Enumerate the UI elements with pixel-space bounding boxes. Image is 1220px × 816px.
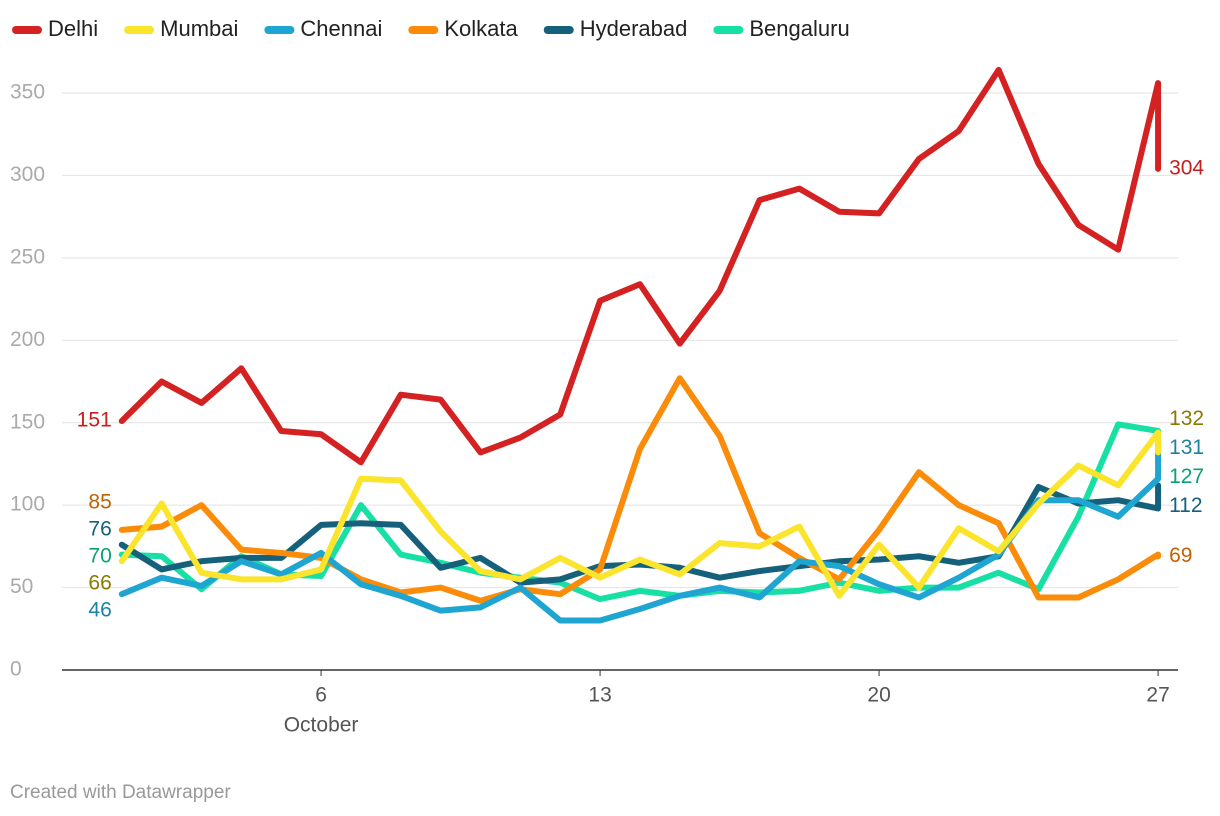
legend-item: Chennai — [264, 16, 382, 41]
legend-item: Bengaluru — [713, 16, 850, 41]
y-tick-label: 150 — [10, 410, 45, 433]
value-label: 46 — [88, 598, 111, 621]
y-tick-label: 250 — [10, 245, 45, 268]
value-label: 132 — [1169, 407, 1204, 430]
y-tick-label: 350 — [10, 81, 45, 104]
value-label: 112 — [1169, 494, 1202, 517]
legend-item: Delhi — [12, 16, 98, 41]
footer: Created with Datawrapper — [10, 782, 231, 803]
y-tick-label: 300 — [10, 163, 45, 186]
legend-swatch — [124, 26, 155, 34]
series-line — [118, 451, 1162, 624]
legend-swatch — [713, 26, 744, 34]
series-line — [118, 429, 1162, 599]
x-tick-label: 6 — [315, 684, 327, 707]
value-label: 76 — [88, 517, 111, 540]
series-line — [118, 66, 1162, 466]
legend-label: Bengaluru — [749, 16, 849, 41]
legend-swatch — [408, 26, 439, 34]
legend-item: Mumbai — [124, 16, 238, 41]
y-tick-label: 200 — [10, 328, 45, 351]
legend-label: Chennai — [300, 16, 382, 41]
x-sublabel: October — [284, 714, 359, 737]
x-tick-label: 20 — [867, 684, 890, 707]
legend-label: Mumbai — [160, 16, 238, 41]
value-label: 127 — [1169, 465, 1204, 488]
value-label: 69 — [1169, 544, 1192, 567]
legend-swatch — [264, 26, 295, 34]
value-label: 304 — [1169, 156, 1204, 179]
y-tick-label: 0 — [10, 658, 22, 681]
legend-item: Hyderabad — [543, 16, 688, 41]
value-label: 66 — [88, 571, 111, 594]
y-tick-label: 50 — [10, 575, 33, 598]
legend-item: Kolkata — [408, 16, 518, 41]
legend-swatch — [12, 26, 42, 34]
x-tick-label: 13 — [588, 684, 611, 707]
legend-label: Delhi — [48, 16, 98, 41]
value-label: 85 — [88, 490, 111, 513]
x-tick-label: 27 — [1146, 684, 1169, 707]
legend-swatch — [543, 26, 574, 34]
value-label: 70 — [88, 544, 111, 567]
y-tick-label: 100 — [10, 493, 45, 516]
value-label: 131 — [1169, 436, 1204, 459]
series-line — [118, 375, 1162, 604]
legend-label: Hyderabad — [580, 16, 688, 41]
legend-label: Kolkata — [444, 16, 518, 41]
value-label: 151 — [77, 409, 112, 432]
